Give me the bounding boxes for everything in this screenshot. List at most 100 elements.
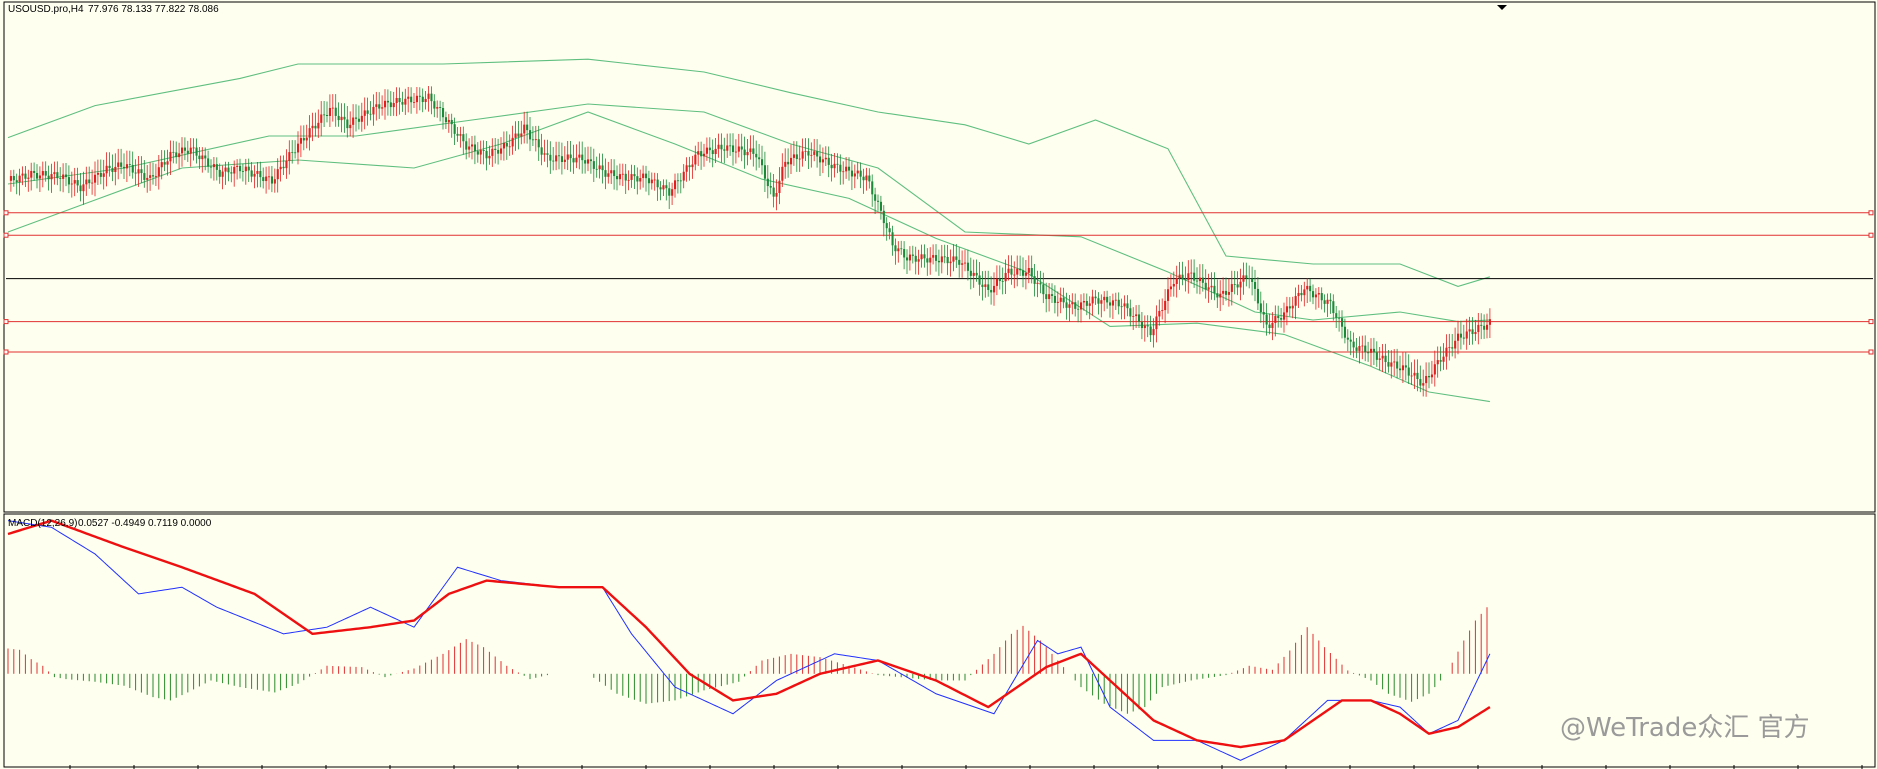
candle-body xyxy=(152,175,155,177)
candle-body xyxy=(816,151,819,157)
candle-body xyxy=(131,164,134,173)
candle-body xyxy=(781,166,784,181)
candle-body xyxy=(473,144,476,152)
candle-body xyxy=(1454,340,1457,349)
candle-body xyxy=(331,107,334,109)
candle-body xyxy=(1091,296,1094,304)
candle-body xyxy=(1187,273,1190,281)
candle-body xyxy=(273,179,276,184)
candle-body xyxy=(85,179,88,185)
candle-body xyxy=(534,139,537,141)
candle-body xyxy=(755,153,758,158)
candle-body xyxy=(482,150,485,151)
candle-body xyxy=(1451,347,1454,349)
candle-body xyxy=(720,144,723,150)
candle-body xyxy=(737,146,740,152)
candle-body xyxy=(1129,308,1132,317)
candle-body xyxy=(343,116,346,120)
level-handle-left[interactable] xyxy=(3,349,9,355)
candle-body xyxy=(1401,365,1404,371)
candle-body xyxy=(163,162,166,165)
candle-body xyxy=(1236,284,1239,288)
candle-body xyxy=(500,148,503,154)
candle-body xyxy=(505,142,508,147)
candle-body xyxy=(642,173,645,179)
candle-body xyxy=(908,254,911,261)
candle-body xyxy=(282,166,285,169)
candle-body xyxy=(1404,365,1407,368)
horizontal-levels[interactable] xyxy=(3,210,1874,355)
candle-body xyxy=(398,98,401,103)
signal-line xyxy=(7,519,1491,749)
candle-body xyxy=(1233,284,1236,285)
candle-body xyxy=(1262,312,1265,315)
candle-body xyxy=(178,153,181,158)
candle-body xyxy=(67,177,70,185)
candle-body xyxy=(1158,310,1161,317)
candle-body xyxy=(650,179,653,184)
level-handle-right[interactable] xyxy=(1868,210,1874,216)
candle-body xyxy=(407,96,410,99)
candle-body xyxy=(204,155,207,159)
candle-body xyxy=(424,98,427,103)
candle-body xyxy=(906,257,909,261)
level-handle-left[interactable] xyxy=(3,319,9,325)
candle-body xyxy=(157,167,160,177)
level-handle-left[interactable] xyxy=(3,210,9,216)
candle-body xyxy=(821,159,824,163)
candle-body xyxy=(1167,289,1170,301)
candle-body xyxy=(1338,317,1341,319)
candle-body xyxy=(18,175,21,183)
candle-body xyxy=(575,157,578,163)
candle-body xyxy=(1390,362,1393,367)
candle-body xyxy=(453,124,456,134)
level-handle-right[interactable] xyxy=(1868,232,1874,238)
candle-body xyxy=(326,114,329,116)
candle-body xyxy=(70,183,73,185)
candle-body xyxy=(674,180,677,190)
candle-body xyxy=(366,110,369,114)
candle-body xyxy=(784,161,787,167)
candle-body xyxy=(1445,347,1448,357)
level-handle-right[interactable] xyxy=(1868,349,1874,355)
candle-body xyxy=(198,155,201,160)
candle-body xyxy=(33,170,36,173)
candle-body xyxy=(47,175,50,180)
candle-body xyxy=(726,145,729,151)
candle-body xyxy=(703,153,706,157)
candle-body xyxy=(1367,352,1370,354)
macd-line xyxy=(7,520,1491,761)
level-handle-right[interactable] xyxy=(1868,319,1874,325)
level-handle-left[interactable] xyxy=(3,232,9,238)
candle-body xyxy=(91,182,94,184)
candle-body xyxy=(1109,302,1112,306)
candle-body xyxy=(94,174,97,183)
candle-body xyxy=(1059,297,1062,302)
candle-body xyxy=(1341,318,1344,327)
candle-body xyxy=(1181,274,1184,280)
candle-body xyxy=(856,170,859,174)
candle-body xyxy=(917,259,920,262)
candle-body xyxy=(758,157,761,160)
bollinger-bands xyxy=(7,58,1491,403)
candle-body xyxy=(436,107,439,109)
candle-body xyxy=(294,152,297,154)
candle-body xyxy=(392,102,395,108)
candle-body xyxy=(1077,308,1080,310)
candle-body xyxy=(102,173,105,177)
candle-body xyxy=(946,256,949,264)
candle-body xyxy=(1117,299,1120,307)
candle-body xyxy=(1033,276,1036,284)
candle-body xyxy=(73,180,76,184)
candle-body xyxy=(998,278,1001,282)
candle-body xyxy=(418,95,421,97)
candle-body xyxy=(314,125,317,129)
candle-body xyxy=(1140,321,1143,329)
candle-body xyxy=(1277,316,1280,319)
candle-body xyxy=(1256,288,1259,304)
candle-body xyxy=(76,180,79,186)
candle-body xyxy=(1306,285,1309,290)
candle-body xyxy=(517,133,520,137)
candle-body xyxy=(1085,301,1088,306)
